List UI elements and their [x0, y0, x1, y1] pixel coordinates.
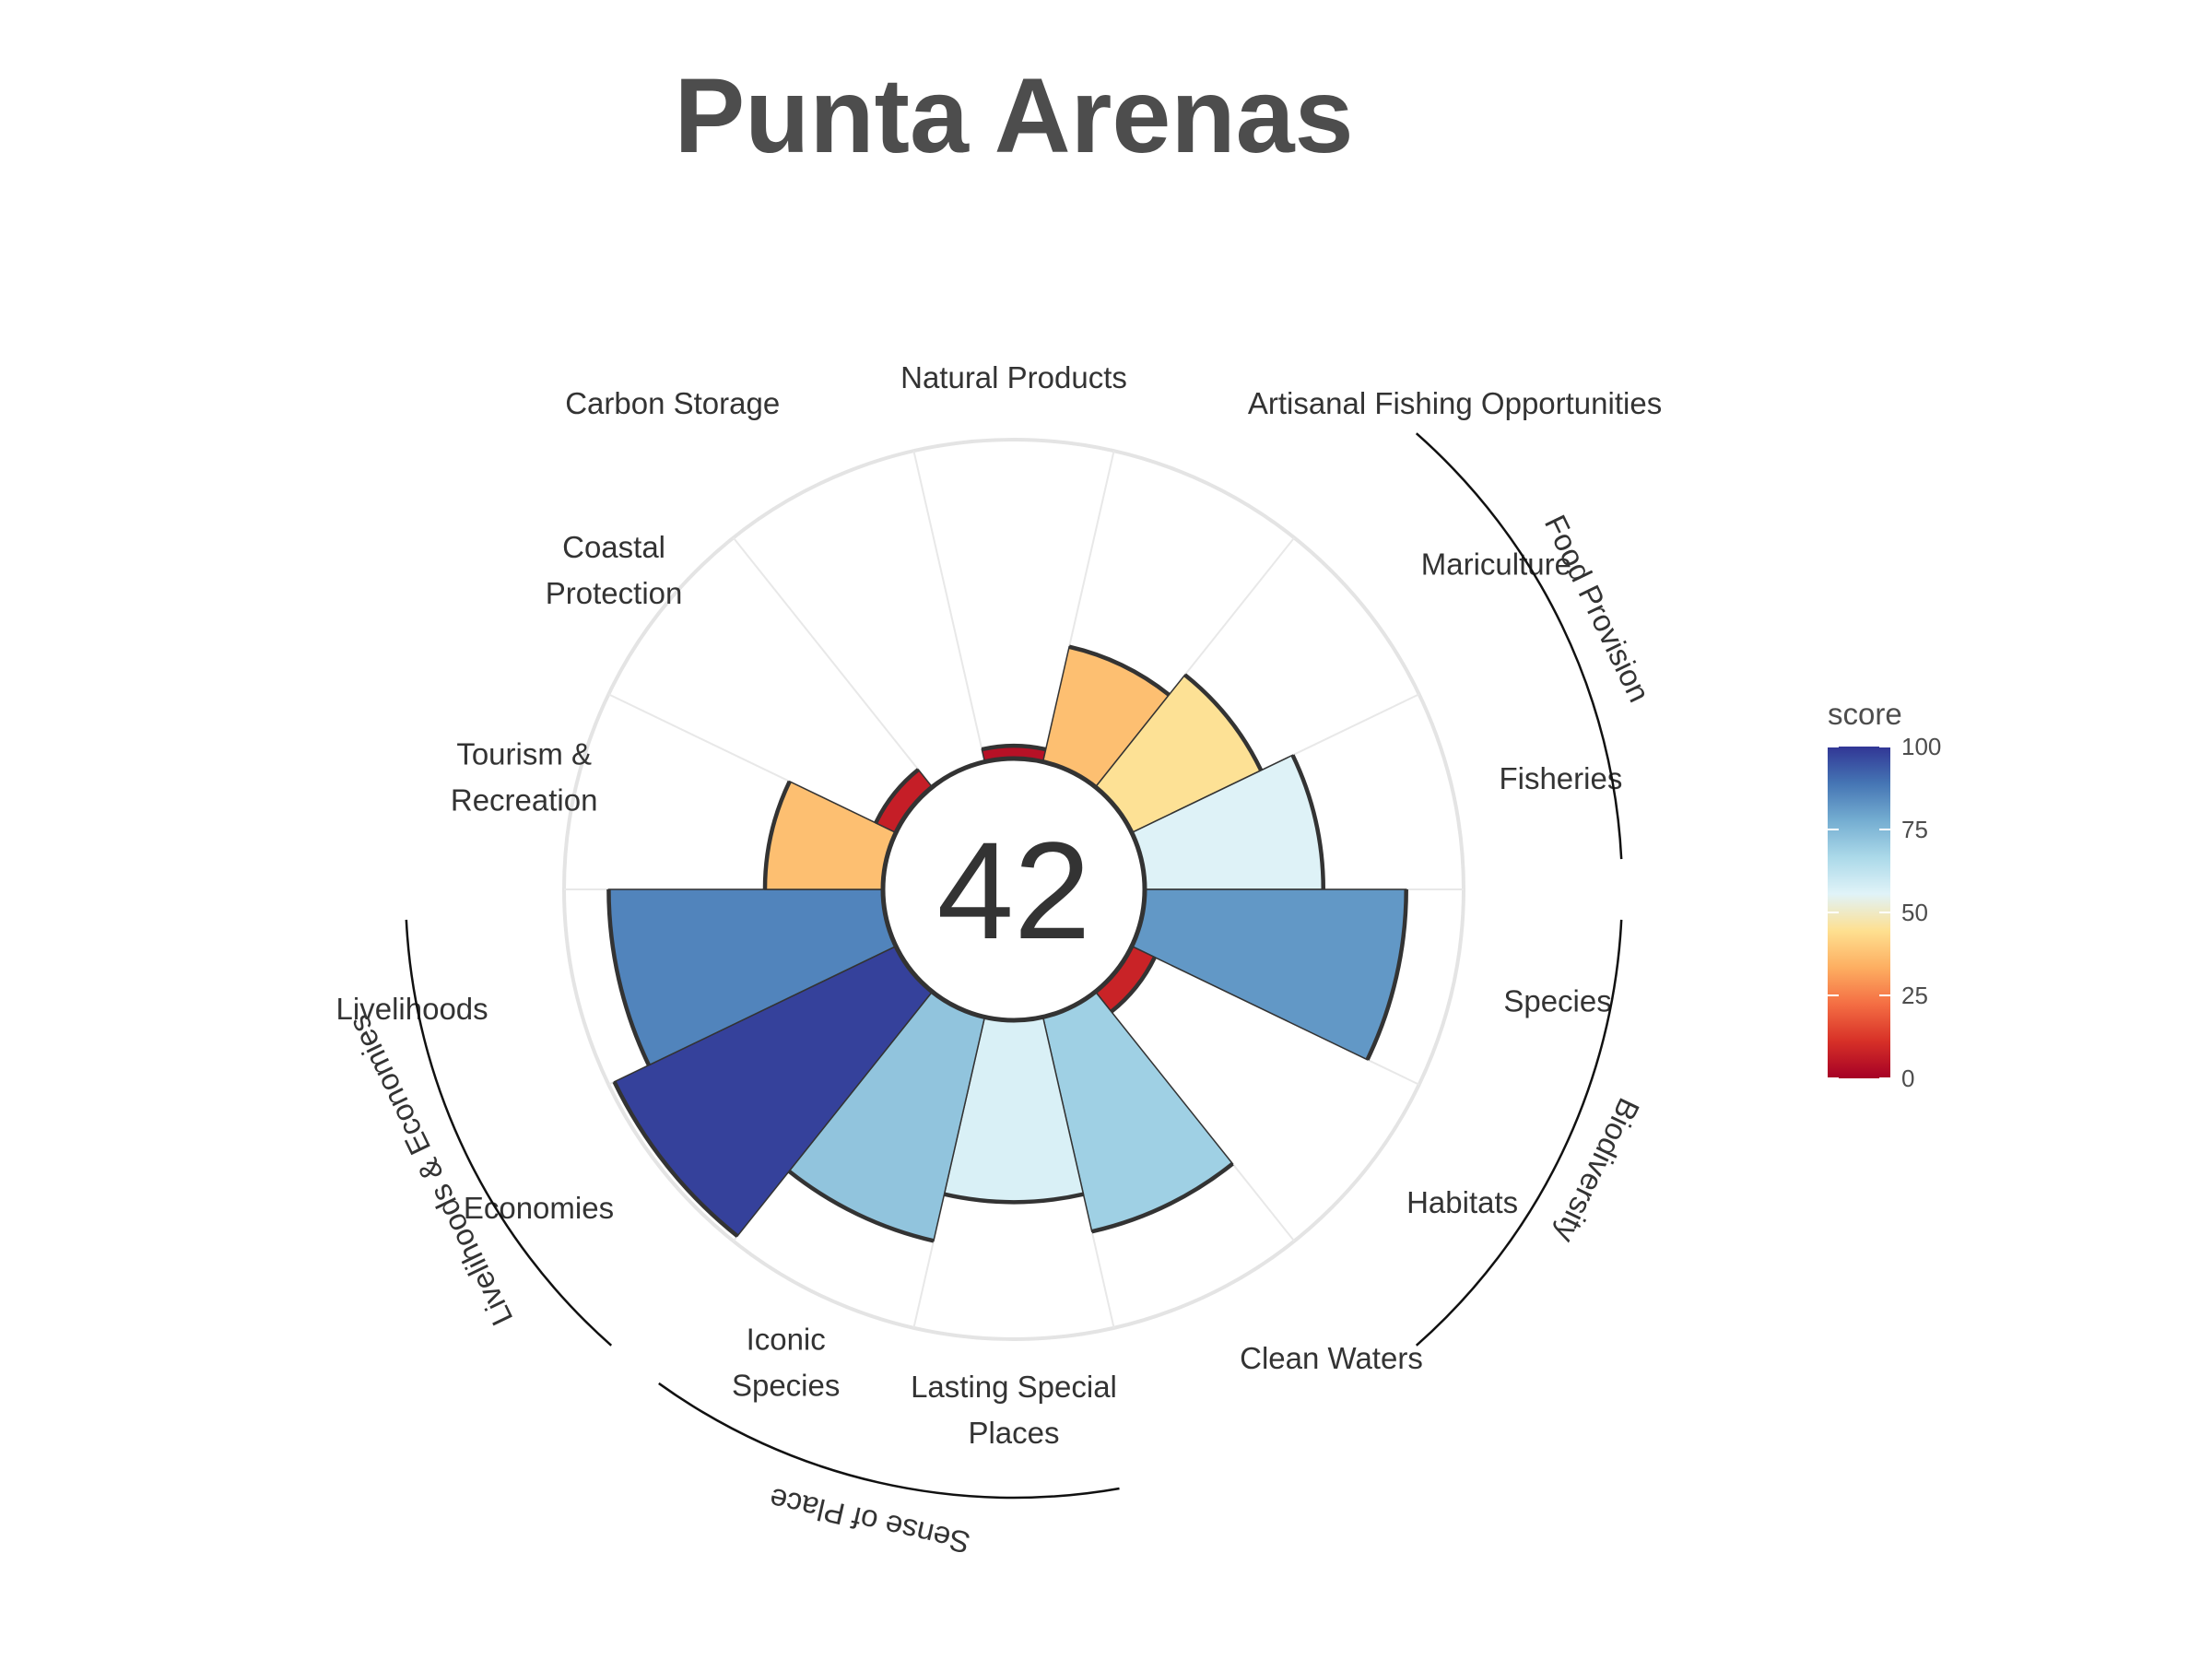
legend-tick-label: 100 [1901, 733, 1941, 760]
bar-outline-fisheries [1290, 754, 1326, 890]
group-label-biodiversity: Biodiversity [1548, 1093, 1647, 1249]
category-label-fisheries: Fisheries [1499, 761, 1622, 795]
bar-outline-tourism-and-recreation [762, 780, 792, 890]
legend-tick-label: 50 [1901, 899, 1928, 926]
group-arc-livelihoods-and-economies [405, 919, 613, 1347]
legend-tick-label: 0 [1901, 1065, 1914, 1092]
bar-outline-lasting-special-places [944, 1192, 1084, 1205]
chart-title: Punta Arenas [674, 57, 1353, 175]
category-label-iconic-species: Iconic Species [732, 1323, 840, 1403]
bar-outline-livelihoods [606, 888, 651, 1066]
grid-spoke [912, 451, 986, 762]
bar-outline-mariculture [1183, 673, 1264, 771]
bar-outline-economies [612, 1080, 739, 1238]
grid-spoke [732, 536, 934, 788]
bar-outline-coastal-protection [874, 768, 920, 824]
bar-outline-iconic-species [787, 1170, 935, 1243]
bar-outline-habitats [1110, 956, 1157, 1014]
category-label-species: Species [1503, 983, 1611, 1018]
category-label-artisanal-fishing-opportunities: Artisanal Fishing Opportunities [1248, 386, 1662, 420]
center-circle: 42 [880, 756, 1147, 1023]
category-label-mariculture: Mariculture [1421, 547, 1571, 582]
group-arc-sense-of-place [658, 1382, 1120, 1500]
bar-outline-species [1365, 888, 1408, 1061]
bar-species [1130, 888, 1407, 1061]
legend-title: score [1828, 697, 1902, 731]
bar-layer [606, 644, 1408, 1243]
category-label-livelihoods: Livelihoods [336, 992, 488, 1026]
category-label-carbon-storage: Carbon Storage [565, 386, 780, 420]
overall-score: 42 [937, 813, 1091, 968]
category-label-natural-products: Natural Products [900, 360, 1127, 394]
legend-tick-label: 75 [1901, 816, 1928, 843]
category-label-tourism-and-recreation: Tourism & Recreation [451, 737, 598, 818]
bar-outline-clean-waters [1091, 1161, 1234, 1234]
category-label-coastal-protection: Coastal Protection [546, 530, 683, 610]
group-arc-biodiversity [1415, 919, 1623, 1347]
category-label-lasting-special-places: Lasting Special Places [911, 1370, 1117, 1450]
bar-outline-natural-products [981, 743, 1047, 752]
group-arc-food-provision [1415, 432, 1623, 860]
group-label-food-provision: Food Provision [1538, 510, 1657, 707]
bar-outline-artisanal-fishing-opportunities [1068, 644, 1171, 697]
legend: score 0 25 50 75 100 [1828, 697, 1941, 1092]
category-label-habitats: Habitats [1406, 1185, 1518, 1219]
legend-tick-label: 25 [1901, 982, 1928, 1009]
category-label-clean-waters: Clean Waters [1240, 1341, 1423, 1375]
category-labels: Natural Products Artisanal Fishing Opport… [336, 360, 1663, 1450]
category-label-economies: Economies [464, 1191, 614, 1225]
